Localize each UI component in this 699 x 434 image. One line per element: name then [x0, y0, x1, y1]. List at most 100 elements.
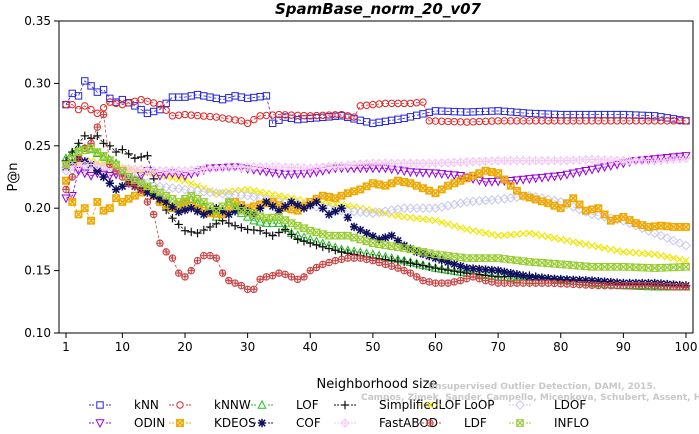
data-point-ldof — [656, 230, 666, 241]
data-point-knnw — [68, 100, 76, 109]
data-point-ldf — [312, 263, 321, 272]
data-point-cof — [274, 206, 284, 215]
data-point-knn — [413, 111, 421, 120]
data-point-ldf — [657, 282, 665, 290]
data-point-knn — [362, 118, 371, 126]
data-point-ldof — [255, 193, 266, 204]
y-tick-label: 0.30 — [24, 76, 51, 90]
x-tick-label: 20 — [177, 340, 192, 354]
data-point-ldf — [569, 280, 578, 288]
data-point-ldf — [394, 264, 402, 272]
data-point-cof — [243, 207, 252, 216]
data-point-ldf — [243, 285, 252, 293]
data-point-kdeos — [362, 182, 371, 191]
legend-marker-knn — [96, 401, 104, 409]
data-point-cof — [318, 204, 327, 213]
data-point-loop — [419, 215, 427, 223]
data-point-loop — [262, 189, 271, 197]
data-point-ldf — [187, 266, 196, 275]
data-point-inflo — [637, 263, 647, 272]
data-point-loop — [613, 247, 621, 255]
data-point-cof — [162, 197, 171, 207]
data-point-cof — [155, 194, 165, 204]
data-point-simplifiedlof — [262, 228, 271, 238]
data-point-odin — [449, 171, 459, 181]
data-point-cof — [493, 266, 503, 275]
series-line-cof — [65, 157, 687, 286]
data-point-cof — [230, 207, 240, 216]
data-point-odin — [593, 164, 603, 174]
data-point-ldof — [205, 187, 215, 198]
data-point-inflo — [117, 166, 128, 175]
data-point-ldf — [306, 266, 314, 275]
data-point-kdeos — [318, 191, 327, 200]
data-point-ldf — [344, 254, 352, 262]
x-tick-label: 60 — [428, 340, 443, 354]
data-point-cof — [105, 179, 115, 188]
legend-entry-lof: LOF — [251, 398, 319, 412]
data-point-cof — [174, 207, 183, 217]
series-layer — [61, 77, 691, 293]
data-point-ldf — [93, 123, 102, 131]
data-point-ldf — [450, 278, 459, 286]
data-point-loop — [406, 214, 415, 222]
data-point-odin — [524, 175, 535, 184]
data-point-cof — [387, 231, 396, 240]
data-point-odin — [562, 170, 572, 180]
legend-entry-cof: COF — [251, 416, 321, 430]
data-point-loop — [519, 230, 527, 238]
data-point-inflo — [330, 231, 340, 240]
data-point-cof — [306, 200, 315, 210]
legend-entry-knnw: kNNW — [169, 398, 251, 412]
data-point-knn — [131, 102, 139, 110]
data-point-knnw — [131, 97, 139, 105]
data-point-inflo — [662, 263, 672, 272]
series-line-inflo — [65, 147, 687, 269]
data-point-simplifiedlof — [324, 244, 334, 253]
data-point-cof — [581, 276, 590, 285]
data-point-ldf — [287, 273, 296, 281]
series-inflo — [61, 144, 691, 272]
data-point-simplifiedlof — [399, 257, 409, 267]
y-axis-label: P@n — [6, 162, 21, 191]
data-point-ldf — [431, 279, 440, 287]
data-point-ldof — [155, 181, 165, 192]
data-point-kdeos — [444, 181, 452, 190]
data-point-knnw — [149, 99, 158, 107]
data-point-ldf — [588, 281, 596, 289]
data-point-ldof — [649, 228, 660, 239]
data-point-inflo — [111, 160, 121, 169]
data-point-simplifiedlof — [431, 263, 440, 273]
data-point-ldf — [500, 279, 509, 287]
data-point-kdeos — [544, 199, 553, 208]
data-point-cof — [475, 264, 484, 274]
data-point-inflo — [311, 228, 322, 237]
data-point-cof — [587, 276, 597, 285]
data-point-loop — [507, 231, 515, 239]
data-point-kdeos — [68, 198, 77, 206]
data-point-cof — [418, 249, 428, 259]
data-point-loop — [500, 231, 509, 239]
data-point-odin — [430, 169, 441, 179]
data-point-kdeos — [450, 179, 459, 188]
data-point-odin — [512, 176, 522, 186]
data-point-knnw — [87, 105, 95, 114]
data-point-lof — [255, 216, 265, 226]
data-point-knn — [106, 94, 114, 103]
data-point-ldf — [381, 260, 390, 269]
legend-label: ODIN — [134, 416, 165, 430]
data-point-kdeos — [594, 204, 603, 213]
data-point-cof — [556, 275, 565, 284]
data-point-cof — [293, 200, 302, 210]
data-point-kdeos — [588, 205, 597, 214]
data-point-kdeos — [124, 194, 133, 203]
data-point-kdeos — [99, 206, 108, 215]
series-fastabod — [61, 153, 691, 176]
data-point-ldof — [674, 238, 685, 249]
data-point-simplifiedlof — [237, 223, 246, 232]
data-point-simplifiedlof — [274, 228, 284, 237]
data-point-odin — [506, 177, 516, 186]
data-point-knnw — [81, 102, 89, 110]
data-point-knn — [81, 77, 89, 85]
data-point-simplifiedlof — [124, 149, 133, 159]
